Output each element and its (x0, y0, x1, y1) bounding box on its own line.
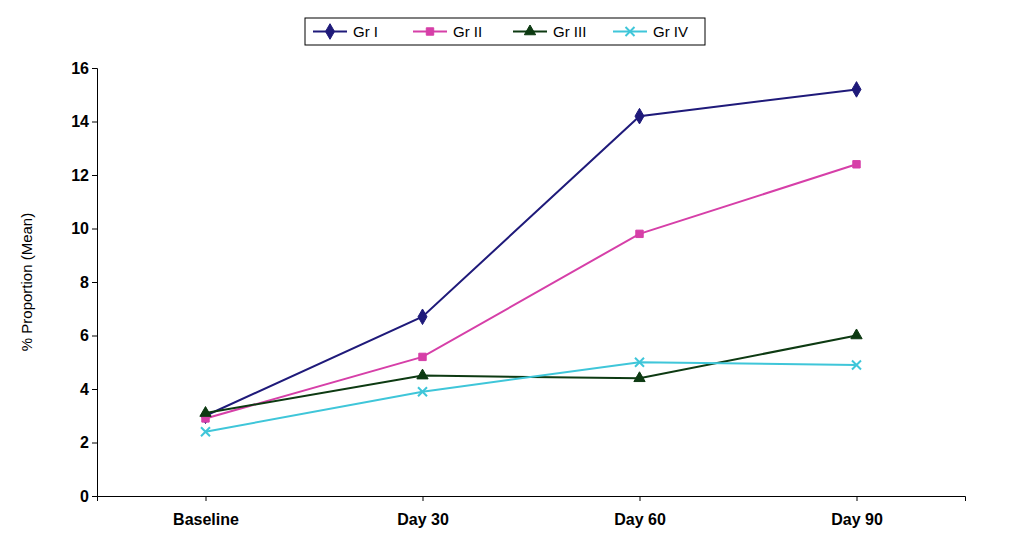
legend-label: Gr II (453, 23, 482, 40)
x-axis: Baseline Day 30 Day 60 Day 90 (98, 496, 966, 528)
y-tick: 10 (71, 220, 97, 237)
x-tick-mark (857, 496, 858, 501)
y-tick: 16 (71, 60, 97, 77)
plot-area: 0 2 4 6 8 10 12 14 16 Baseline Day 30 Day 60 Day 90 (71, 60, 965, 528)
y-axis-title: % Proportion (Mean) (18, 213, 35, 351)
y-tick: 12 (71, 167, 97, 184)
y-tick-mark (92, 229, 97, 230)
legend-marker (326, 24, 335, 40)
legend-marker (626, 27, 635, 36)
series-line (206, 89, 857, 415)
y-tick-label: 16 (71, 60, 89, 77)
x-tick-label: Day 30 (397, 511, 449, 528)
x-tick: Day 30 (397, 496, 449, 528)
y-tick-mark (92, 122, 97, 123)
legend-marker (426, 28, 433, 35)
y-tick-mark (92, 336, 97, 337)
legend: Gr I Gr II Gr III Gr IV (305, 18, 705, 45)
series-marker (417, 369, 428, 379)
y-tick-label: 8 (80, 274, 89, 291)
series-line (206, 336, 857, 414)
y-tick: 4 (80, 381, 97, 398)
y-tick: 8 (80, 274, 97, 291)
x-tick: Baseline (173, 496, 239, 528)
y-tick-mark (92, 443, 97, 444)
y-tick-mark (92, 68, 97, 69)
y-tick-label: 14 (71, 113, 89, 130)
x-tick: Day 60 (614, 496, 666, 528)
y-tick-label: 0 (80, 488, 89, 505)
legend-item: Gr II (413, 23, 482, 40)
y-axis: 0 2 4 6 8 10 12 14 16 (71, 60, 97, 505)
legend-marker (524, 25, 535, 35)
legend-frame (305, 18, 705, 45)
y-tick-mark (92, 389, 97, 390)
series-marker (853, 161, 860, 168)
y-tick-label: 10 (71, 220, 89, 237)
series-marker (201, 427, 210, 436)
series-marker (635, 358, 644, 367)
x-tick-mark (423, 496, 424, 501)
y-tick-label: 2 (80, 434, 89, 451)
x-tick-label: Day 60 (614, 511, 666, 528)
series-marker (636, 230, 643, 237)
x-tick-mark (640, 496, 641, 501)
x-tick-label: Day 90 (831, 511, 883, 528)
series-marker (418, 387, 427, 396)
series-layer (200, 82, 862, 437)
y-tick-label: 6 (80, 327, 89, 344)
y-tick: 14 (71, 113, 97, 130)
series-marker (419, 353, 426, 360)
legend-label: Gr I (353, 23, 378, 40)
series-line (206, 362, 857, 432)
y-tick-mark (92, 496, 97, 497)
series-line (206, 164, 857, 418)
series-marker (635, 108, 644, 124)
y-tick-label: 4 (80, 381, 89, 398)
legend-item: Gr III (513, 23, 586, 40)
y-tick-label: 12 (71, 167, 89, 184)
x-tick-label: Baseline (173, 511, 239, 528)
legend-item: Gr IV (613, 23, 688, 40)
series-marker (852, 82, 861, 98)
x-tick: Day 90 (831, 496, 883, 528)
series-marker (852, 360, 861, 369)
x-tick-mark (206, 496, 207, 501)
y-tick: 0 (80, 488, 97, 505)
chart: 0 2 4 6 8 10 12 14 16 Baseline Day 30 Day 60 Day 90%… (0, 0, 1010, 559)
y-tick-mark (92, 175, 97, 176)
y-axis-line (92, 69, 98, 497)
y-tick: 2 (80, 434, 97, 451)
series-marker (200, 407, 211, 417)
legend-label: Gr III (553, 23, 586, 40)
series-marker (634, 372, 645, 382)
y-tick: 6 (80, 327, 97, 344)
x-axis-line (98, 497, 966, 502)
legend-item: Gr I (313, 23, 378, 40)
series-marker (851, 329, 862, 339)
y-tick-mark (92, 282, 97, 283)
series-marker (418, 309, 427, 325)
legend-label: Gr IV (653, 23, 688, 40)
